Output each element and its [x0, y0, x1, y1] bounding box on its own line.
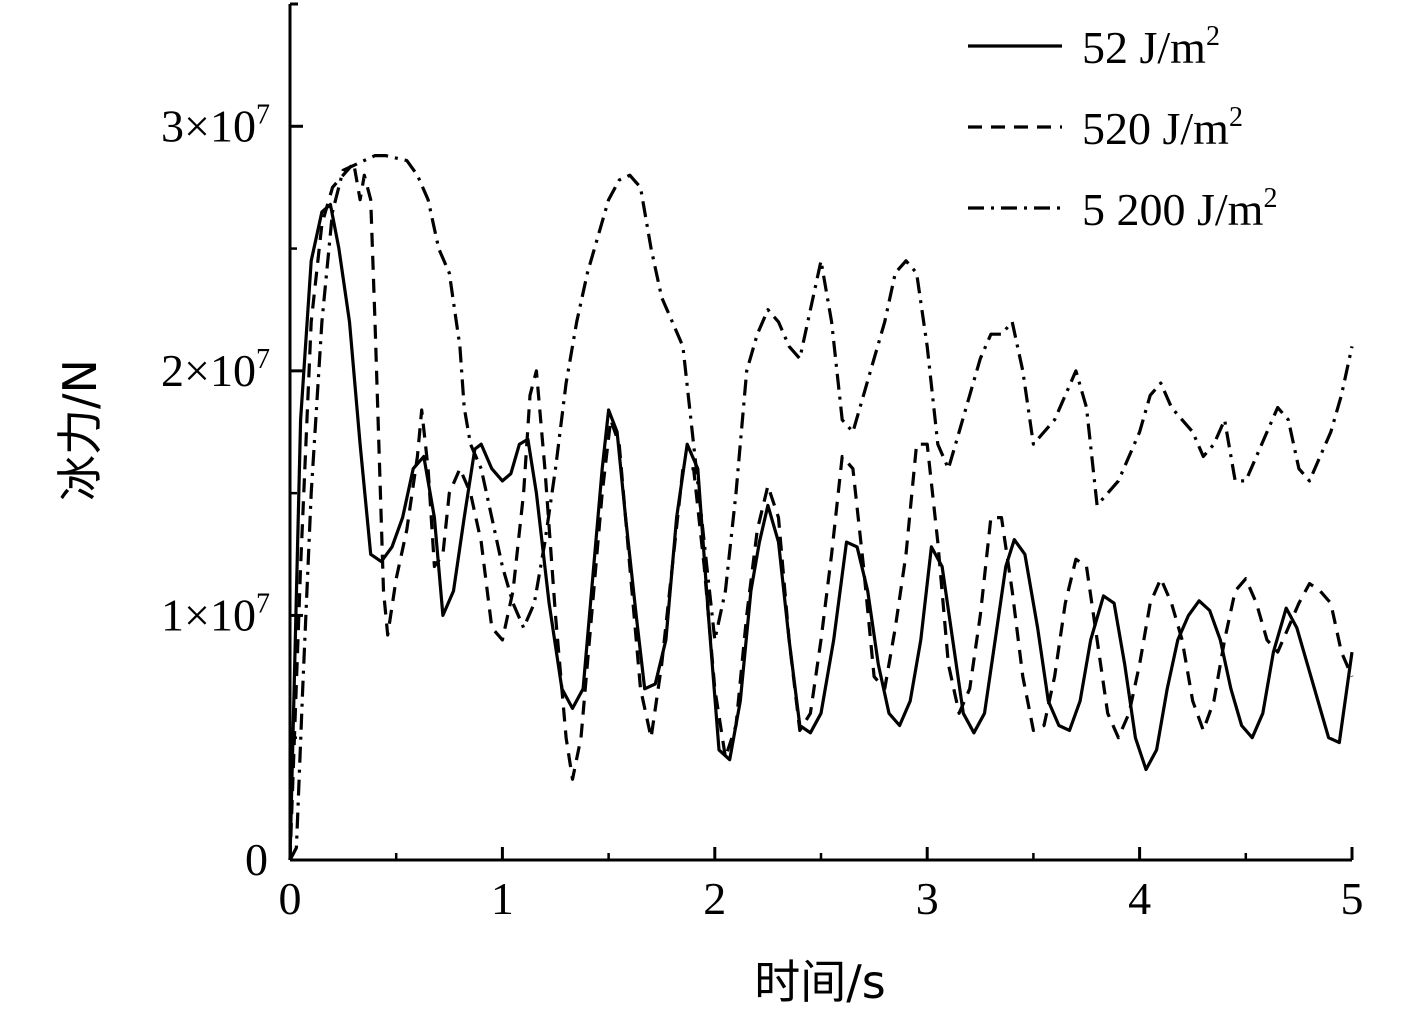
series-layer — [288, 154, 1354, 861]
x-tick-label: 0 — [279, 873, 302, 924]
legend-label-2: 520 J/m2 — [1082, 102, 1243, 154]
x-tick-label: 3 — [916, 873, 939, 924]
x-tick-label: 2 — [703, 873, 726, 924]
axes-layer: 0 1 2 3 4 5 0 1×107 2×107 3×107 — [161, 2, 1364, 924]
series-line-1 — [288, 202, 1354, 861]
x-tick-label: 1 — [491, 873, 514, 924]
x-tick-label: 4 — [1128, 873, 1151, 924]
y-tick-label: 2×107 — [161, 344, 270, 396]
y-axis-title: 冰力/N — [53, 359, 107, 501]
legend-label-3: 5 200 J/m2 — [1082, 183, 1277, 235]
y-tick-label: 0 — [245, 834, 268, 885]
legend-label-1: 52 J/m2 — [1082, 21, 1220, 73]
y-tick-label: 1×107 — [161, 588, 270, 640]
series-line-2 — [288, 161, 1354, 861]
legend: 52 J/m2 520 J/m2 5 200 J/m2 — [968, 21, 1277, 235]
x-tick-label: 5 — [1341, 873, 1364, 924]
series-line-3 — [288, 154, 1354, 861]
x-axis-title: 时间/s — [754, 955, 885, 1009]
y-tick-label: 3×107 — [161, 99, 270, 151]
